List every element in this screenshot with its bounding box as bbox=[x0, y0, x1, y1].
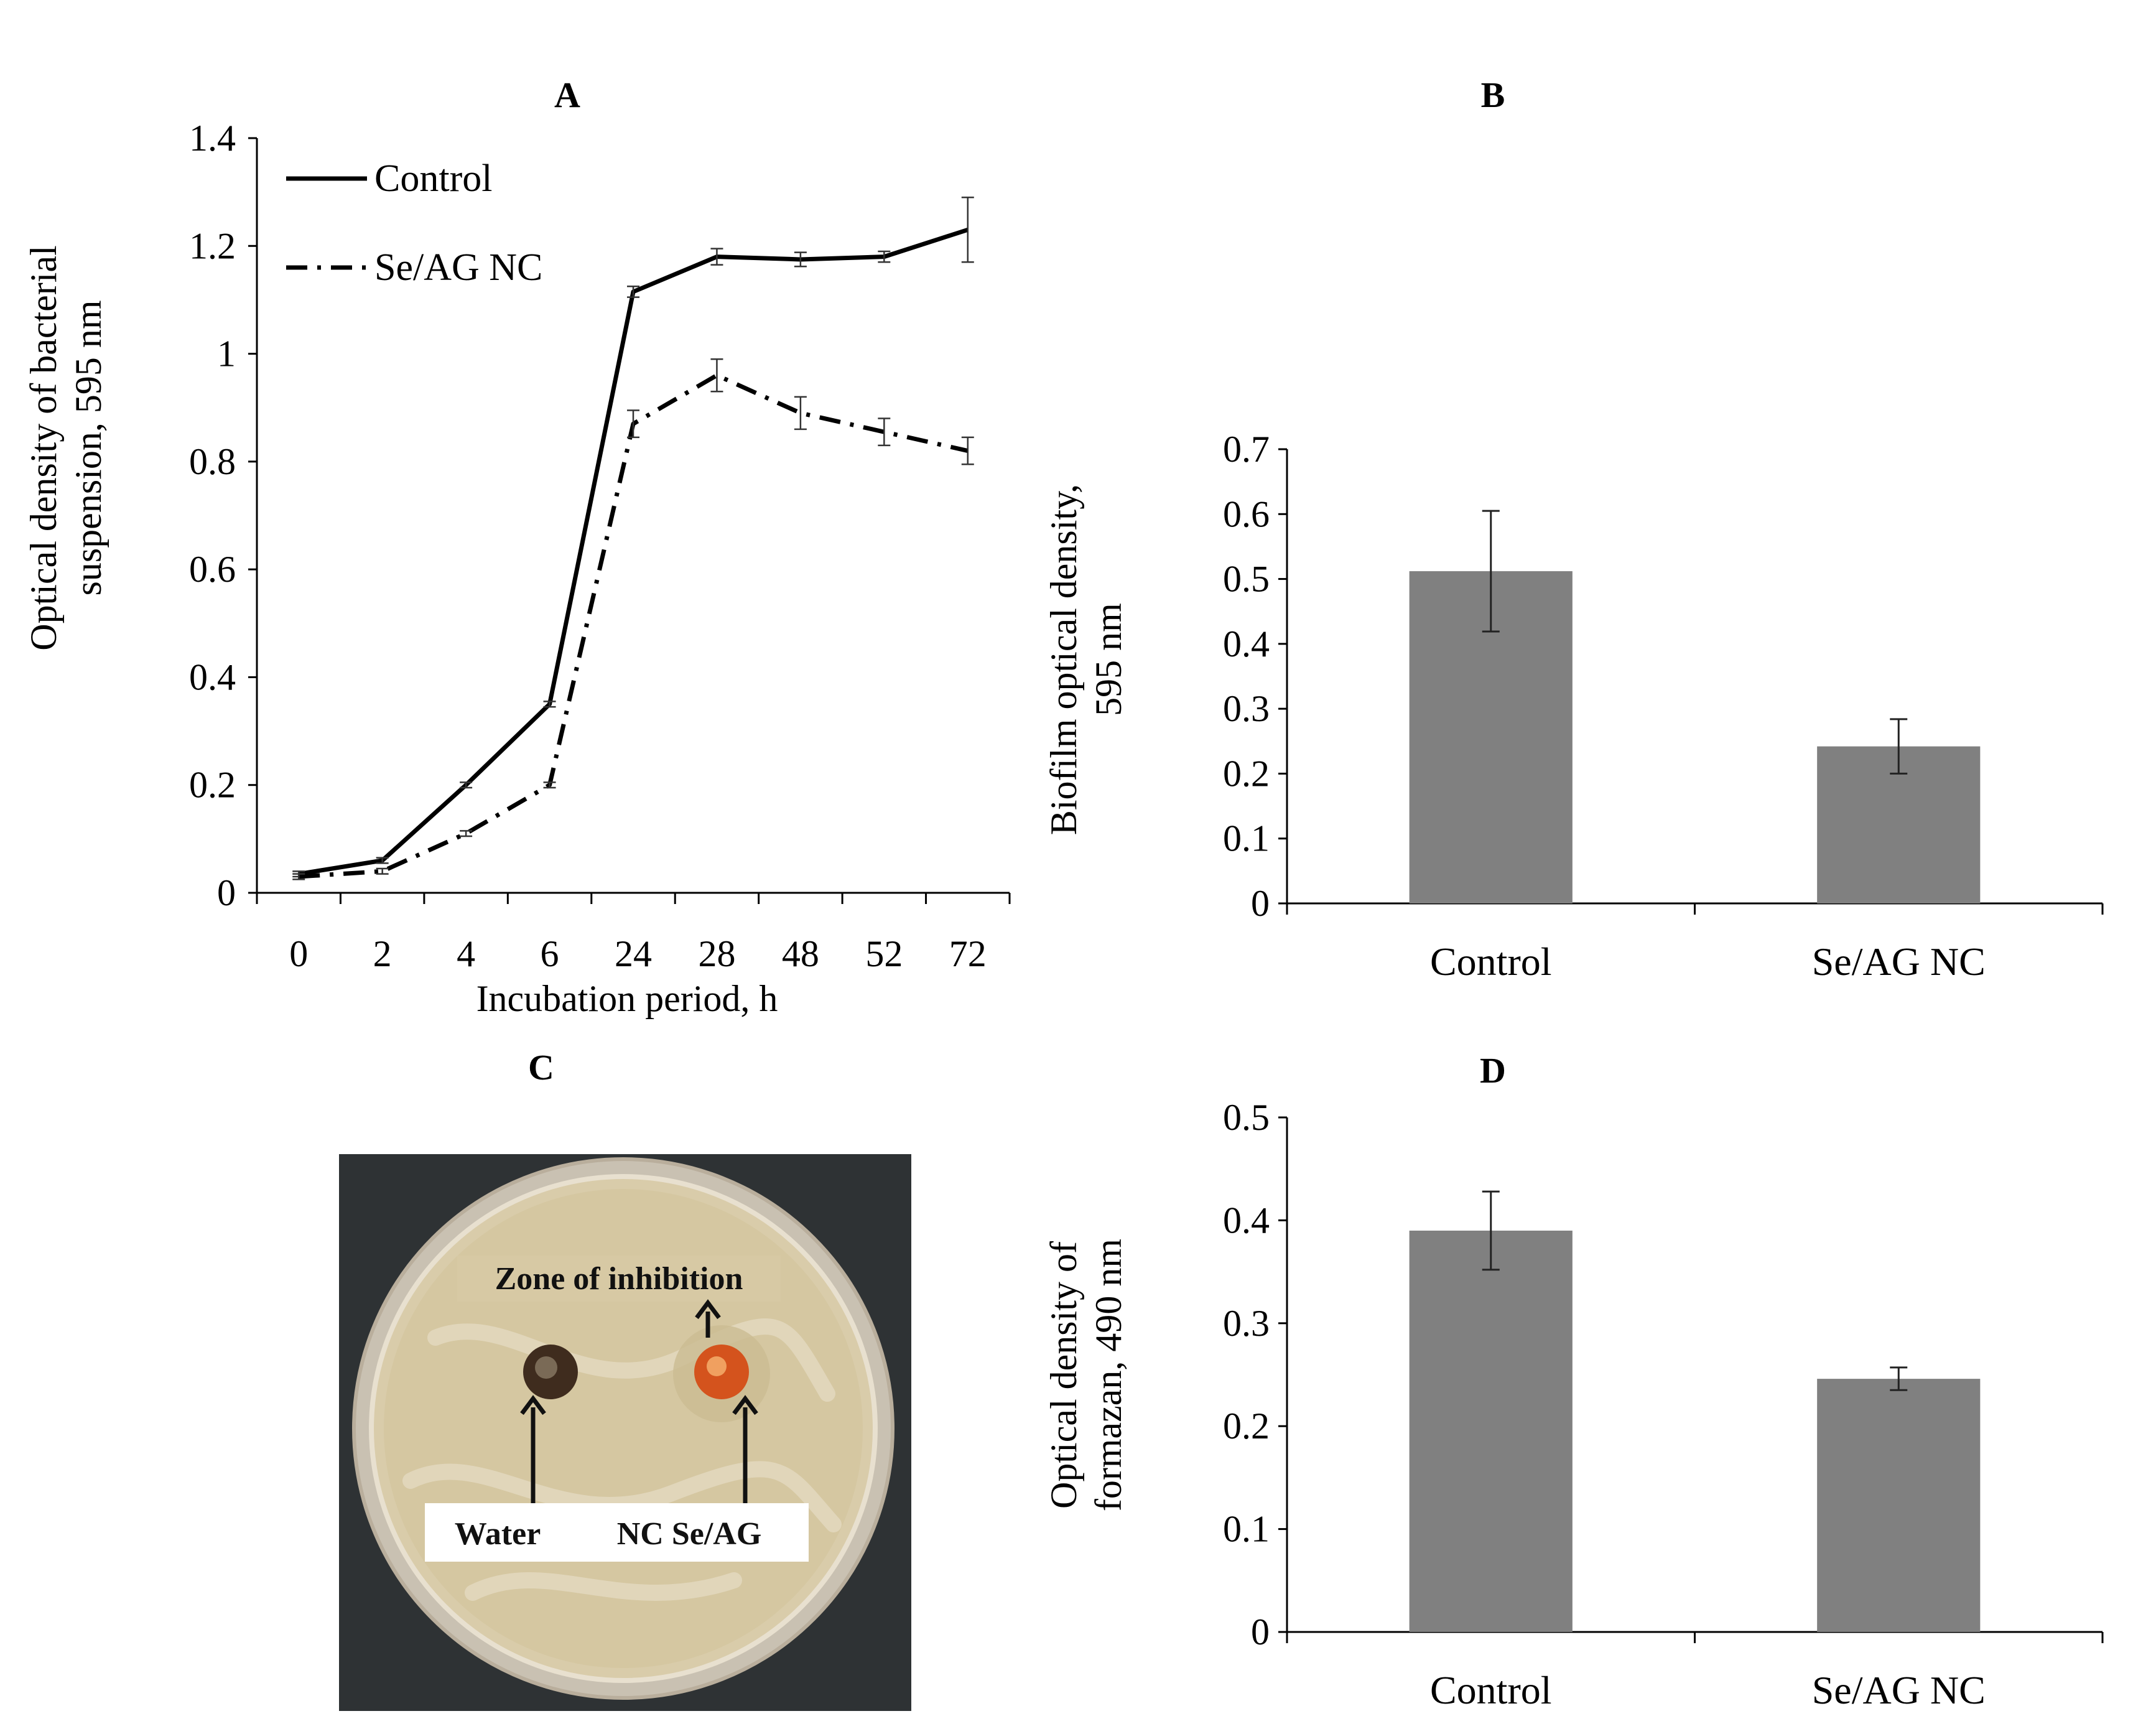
y-axis-title: Biofilm optical density, 595 nm bbox=[1043, 484, 1129, 835]
chart-title: D bbox=[1480, 1050, 1506, 1091]
panel-d-bar-chart: D 0 0.1 0.2 0.3 0.4 0.5 Control Se/AG NC Optical … bbox=[1043, 1050, 2104, 1712]
nc-se-ag-label: NC Se/AG bbox=[617, 1516, 762, 1552]
legend-label: Se/AG NC bbox=[374, 246, 542, 289]
y-tick-label: 0.7 bbox=[1223, 429, 1270, 470]
y-tick-label: 0.5 bbox=[1223, 1097, 1270, 1138]
panel-b-bar-chart: B 0 0.1 0.2 0.3 0.4 0.5 0.6 0.7 Control Se/AG NC Bi… bbox=[1043, 75, 2104, 984]
nc-arrow-head bbox=[732, 1395, 758, 1415]
zone-arrow-head bbox=[695, 1299, 721, 1320]
y-axis-title-line: Optical density of bbox=[1043, 1241, 1084, 1509]
zone-label-box bbox=[457, 1256, 781, 1302]
y-tick-label: 0.2 bbox=[189, 765, 236, 806]
y-tick-label: 0.4 bbox=[1223, 623, 1270, 664]
nc-well-highlight bbox=[707, 1356, 727, 1376]
y-tick-label: 0.4 bbox=[1223, 1200, 1270, 1241]
panel-a-line-chart: A00.20.40.60.811.21.40 2 4 6 24 28 48 52 72Incub… bbox=[23, 75, 1011, 1019]
y-axis-title: Optical density of formazan, 490 nm bbox=[1043, 1239, 1129, 1511]
y-tick-label: 0.2 bbox=[1223, 1405, 1270, 1447]
y-tick-label: 0.1 bbox=[1223, 1509, 1270, 1550]
y-axis-title: Optical density of bacterial suspension, … bbox=[23, 245, 109, 650]
x-axis-title: Incubation period, h bbox=[476, 978, 778, 1019]
x-tick-label: Se/AG NC bbox=[1812, 1668, 1986, 1712]
water-label: Water bbox=[455, 1516, 541, 1552]
y-tick-label: 0 bbox=[1251, 1611, 1270, 1652]
y-tick-label: 0.2 bbox=[1223, 753, 1270, 794]
y-tick-label: 0.5 bbox=[1223, 559, 1270, 600]
x-tick-label: 0 bbox=[289, 933, 308, 974]
chart-title: A bbox=[554, 75, 580, 115]
x-tick-label: 52 bbox=[865, 933, 903, 974]
x-tick-label: 72 bbox=[949, 933, 987, 974]
y-tick-label: 0 bbox=[217, 872, 236, 913]
x-tick-label: 24 bbox=[615, 933, 652, 974]
y-tick-label: 1.4 bbox=[189, 118, 236, 159]
sample-label-box bbox=[425, 1503, 809, 1562]
x-tick-label: 28 bbox=[698, 933, 735, 974]
y-tick-label: 0.8 bbox=[189, 441, 236, 482]
series-line-se-ag-nc bbox=[298, 373, 969, 879]
panel-c-photo: C Zone of inhibition Water NC Se/AG bbox=[339, 1047, 911, 1711]
bacterial-lawn-streaks bbox=[402, 1318, 842, 1601]
x-tick-label: 2 bbox=[373, 933, 392, 974]
y-tick-label: 0.6 bbox=[1223, 493, 1270, 534]
y-axis-title-line: Optical density of bacterial bbox=[23, 245, 64, 650]
water-arrow-head bbox=[520, 1395, 546, 1415]
water-well-highlight bbox=[535, 1356, 557, 1379]
y-tick-label: 0.3 bbox=[1223, 688, 1270, 729]
y-tick-label: 0.3 bbox=[1223, 1303, 1270, 1344]
x-tick-label: 4 bbox=[457, 933, 475, 974]
series-line-control bbox=[298, 227, 969, 877]
y-tick-label: 0.1 bbox=[1223, 818, 1270, 859]
x-tick-label: Control bbox=[1430, 939, 1552, 984]
x-tick-label: Se/AG NC bbox=[1812, 939, 1986, 984]
panel-c-label: C bbox=[528, 1047, 554, 1088]
bar-se-ag-nc bbox=[1817, 1379, 1981, 1632]
x-tick-label: Control bbox=[1430, 1668, 1552, 1712]
bar-control bbox=[1409, 1230, 1573, 1632]
y-tick-label: 0.4 bbox=[189, 656, 236, 697]
legend-label: Control bbox=[374, 157, 492, 200]
y-axis-title-line: 595 nm bbox=[1088, 603, 1129, 716]
y-axis-title-line: Biofilm optical density, bbox=[1043, 484, 1084, 835]
y-axis-title-line: formazan, 490 nm bbox=[1088, 1239, 1129, 1511]
zone-of-inhibition-label: Zone of inhibition bbox=[495, 1261, 743, 1297]
x-tick-label: 6 bbox=[541, 933, 559, 974]
y-tick-label: 1 bbox=[217, 333, 236, 375]
chart-title: B bbox=[1481, 75, 1505, 115]
y-tick-label: 0.6 bbox=[189, 549, 236, 590]
y-axis-title-line: suspension, 595 nm bbox=[68, 300, 109, 595]
y-tick-label: 0 bbox=[1251, 883, 1270, 924]
x-tick-label: 48 bbox=[782, 933, 819, 974]
y-tick-label: 1.2 bbox=[189, 225, 236, 266]
